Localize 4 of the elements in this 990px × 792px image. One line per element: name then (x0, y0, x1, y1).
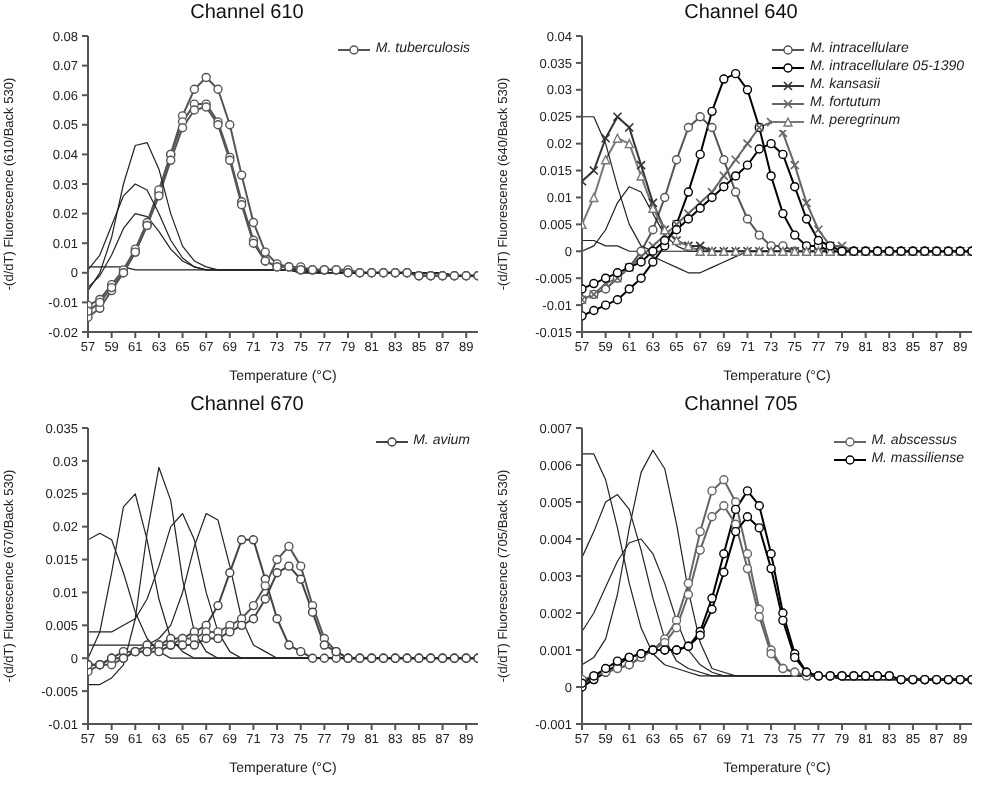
chart-title: Channel 610 (188, 0, 306, 28)
chart-title: Channel 705 (682, 392, 800, 420)
chart-title: Channel 670 (188, 392, 306, 420)
chart-title: Channel 640 (682, 0, 800, 28)
